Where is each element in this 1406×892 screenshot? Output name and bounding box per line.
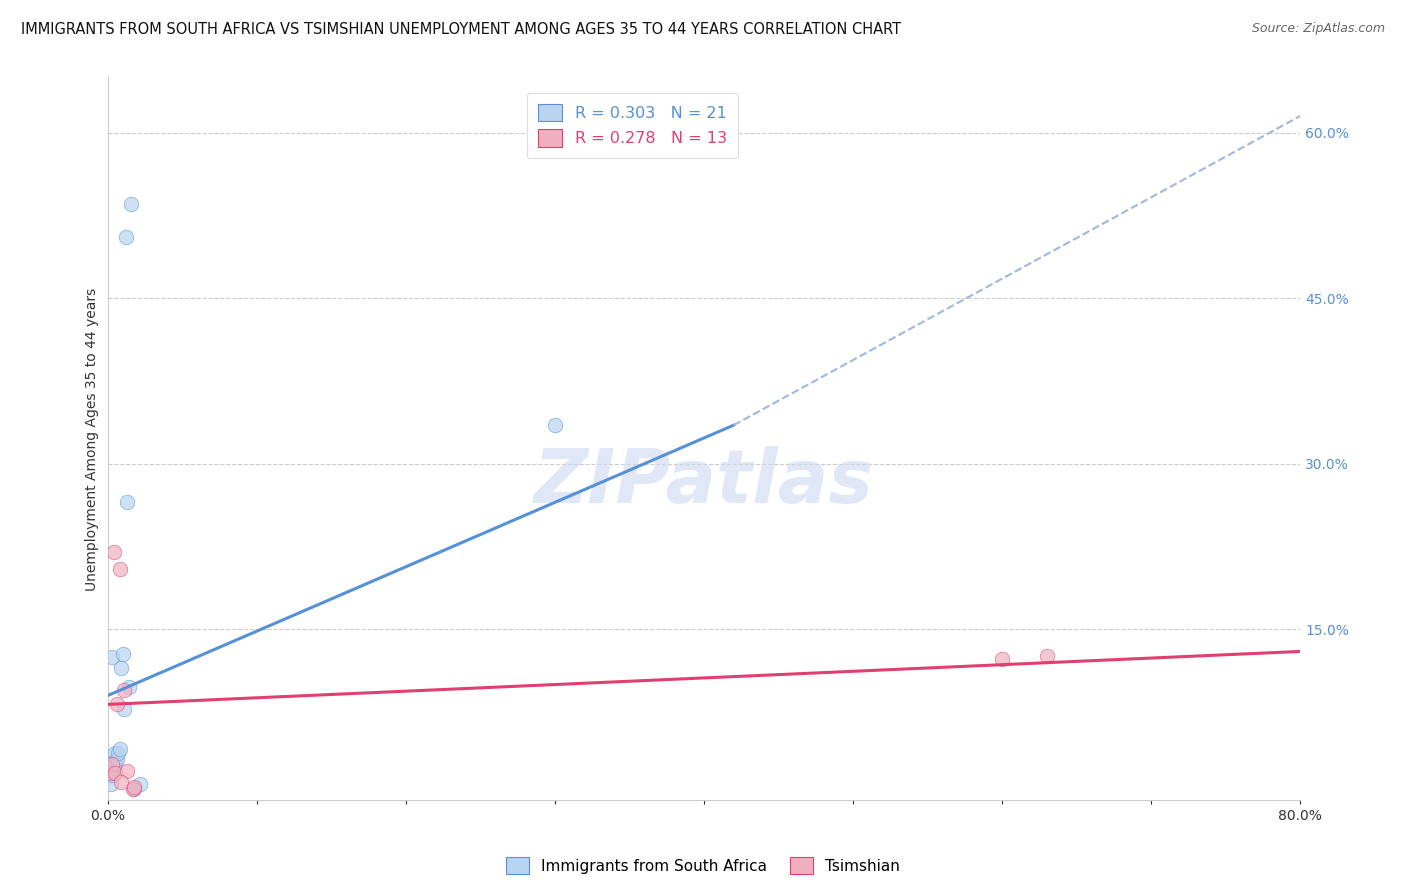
- Y-axis label: Unemployment Among Ages 35 to 44 years: Unemployment Among Ages 35 to 44 years: [86, 287, 100, 591]
- Point: [104, 746, 127, 760]
- Point: [108, 741, 131, 756]
- Text: IMMIGRANTS FROM SOUTH AFRICA VS TSIMSHIAN UNEMPLOYMENT AMONG AGES 35 TO 44 YEARS: IMMIGRANTS FROM SOUTH AFRICA VS TSIMSHIA…: [21, 22, 901, 37]
- Point: [121, 197, 143, 211]
- Point: [1035, 648, 1057, 663]
- Point: [110, 774, 132, 789]
- Text: Source: ZipAtlas.com: Source: ZipAtlas.com: [1251, 22, 1385, 36]
- Point: [103, 545, 125, 559]
- Point: [108, 561, 131, 575]
- Point: [115, 764, 138, 778]
- Point: [100, 777, 122, 791]
- Point: [103, 755, 125, 769]
- Point: [991, 652, 1014, 666]
- Point: [101, 768, 124, 782]
- Point: [107, 746, 129, 760]
- Point: [104, 765, 127, 780]
- Legend: R = 0.303   N = 21, R = 0.278   N = 13: R = 0.303 N = 21, R = 0.278 N = 13: [527, 93, 738, 158]
- Point: [117, 680, 139, 694]
- Point: [115, 495, 138, 509]
- Point: [122, 782, 145, 797]
- Point: [105, 751, 128, 765]
- Legend: Immigrants from South Africa, Tsimshian: Immigrants from South Africa, Tsimshian: [501, 851, 905, 880]
- Point: [112, 702, 135, 716]
- Point: [129, 777, 152, 791]
- Point: [544, 418, 567, 433]
- Point: [104, 757, 127, 772]
- Point: [101, 757, 124, 772]
- Point: [105, 698, 128, 712]
- Point: [114, 230, 136, 244]
- Text: ZIPatlas: ZIPatlas: [534, 446, 875, 519]
- Point: [124, 780, 146, 795]
- Point: [110, 661, 132, 675]
- Point: [103, 761, 125, 775]
- Point: [101, 649, 124, 664]
- Point: [100, 765, 122, 780]
- Point: [112, 683, 135, 698]
- Point: [101, 764, 124, 778]
- Point: [124, 782, 146, 797]
- Point: [111, 647, 134, 661]
